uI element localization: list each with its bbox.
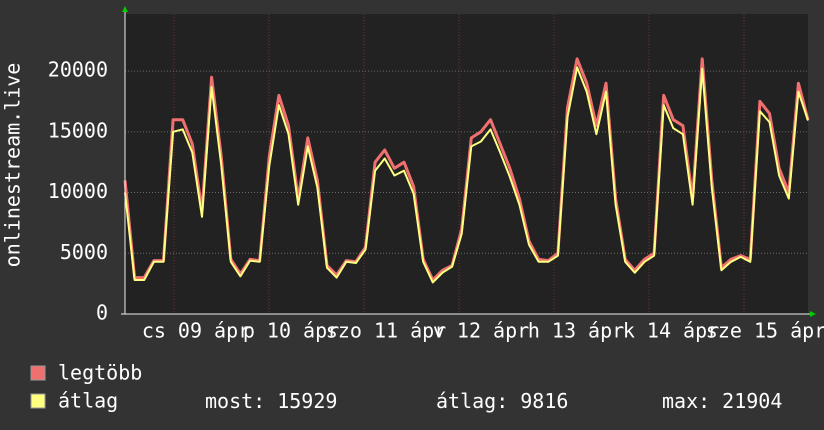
legend-label: legtöbb xyxy=(58,361,142,385)
y-tick-label: 20000 xyxy=(48,58,108,82)
plot-area xyxy=(125,14,808,314)
y-tick-label: 15000 xyxy=(48,118,108,142)
legend-label: átlag xyxy=(58,389,118,413)
x-tick-label: cs 09 ápr xyxy=(142,319,250,343)
x-tick-label: p 10 ápr xyxy=(243,319,339,343)
y-axis-label: onlinestream.live xyxy=(1,63,25,268)
stat: max: 21904 xyxy=(662,389,782,413)
stat-label: átlag: xyxy=(436,389,508,413)
x-tick-label: v 12 ápr xyxy=(433,319,529,343)
stat: most: 15929 xyxy=(205,389,337,413)
stat-label: most: xyxy=(205,389,265,413)
stat: átlag: 9816 xyxy=(436,389,568,413)
stat-value: 21904 xyxy=(722,389,782,413)
legend-swatch xyxy=(30,393,46,409)
y-tick-label: 5000 xyxy=(60,240,108,264)
axis-arrow xyxy=(122,6,128,12)
x-tick-label: k 14 ápr xyxy=(623,319,719,343)
legend-swatch xyxy=(30,365,46,381)
stat-label: max: xyxy=(662,389,710,413)
stat-value: 15929 xyxy=(277,389,337,413)
stat-value: 9816 xyxy=(520,389,568,413)
axis-arrow xyxy=(810,311,816,317)
x-tick-label: szo 11 ápr xyxy=(326,319,446,343)
y-tick-label: 0 xyxy=(96,301,108,325)
x-tick-label: h 13 ápr xyxy=(528,319,624,343)
x-tick-label: sze 15 ápr xyxy=(706,319,824,343)
series-line xyxy=(124,66,809,284)
y-tick-label: 10000 xyxy=(48,179,108,203)
